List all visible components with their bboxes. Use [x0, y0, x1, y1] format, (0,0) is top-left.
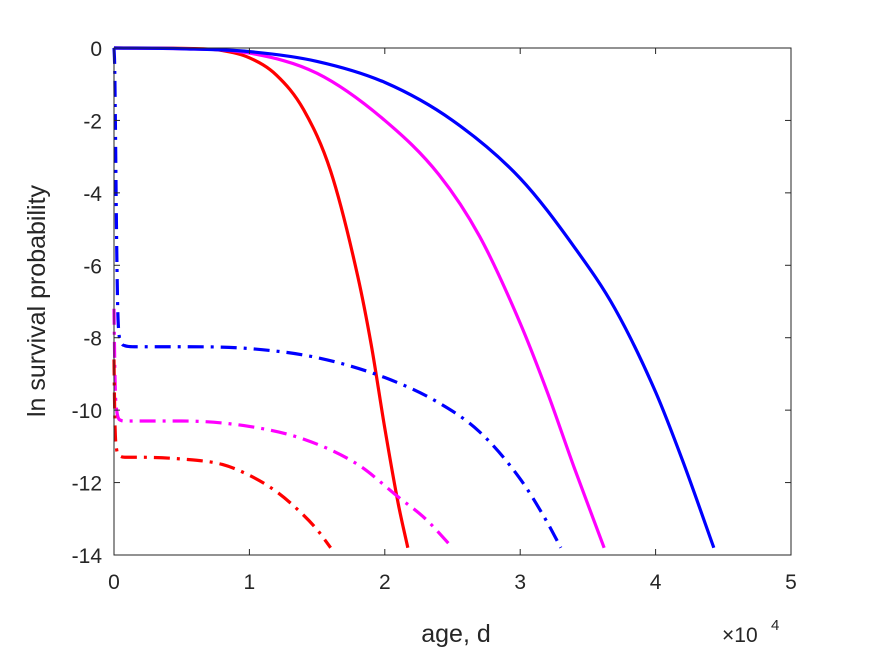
y-tick-label: -6 — [83, 255, 102, 278]
tick-layer: 0 1 2 3 4 5 -14 -12 -10 -8 -6 -4 -2 0 — [72, 38, 797, 594]
y-tick-label: -10 — [72, 400, 102, 423]
x-tick-label: 0 — [108, 571, 120, 594]
y-tick-label: -2 — [83, 110, 102, 133]
x-multiplier-base: ×10 — [722, 624, 758, 647]
y-tick-label: -8 — [83, 328, 102, 351]
y-tick-label: 0 — [90, 38, 102, 61]
x-multiplier: ×10 4 — [722, 617, 779, 647]
x-tick-label: 1 — [244, 571, 256, 594]
y-tick-label: -12 — [72, 473, 102, 496]
series-line-5-dashdot — [112, 359, 332, 549]
y-axis-label: ln survival probability — [23, 184, 51, 417]
x-multiplier-exponent: 4 — [771, 617, 779, 634]
x-axis-label: age, d — [421, 620, 491, 648]
series-line-2-solid — [113, 46, 716, 549]
axes-box — [113, 47, 792, 556]
x-tick-label: 4 — [650, 571, 662, 594]
y-tick-label: -4 — [83, 183, 102, 206]
series-layer — [112, 46, 716, 549]
plot-area — [114, 48, 791, 555]
x-tick-label: 5 — [785, 571, 797, 594]
x-tick-label: 2 — [379, 571, 391, 594]
y-tick-label: -14 — [72, 545, 103, 568]
x-tick-label: 3 — [514, 571, 526, 594]
